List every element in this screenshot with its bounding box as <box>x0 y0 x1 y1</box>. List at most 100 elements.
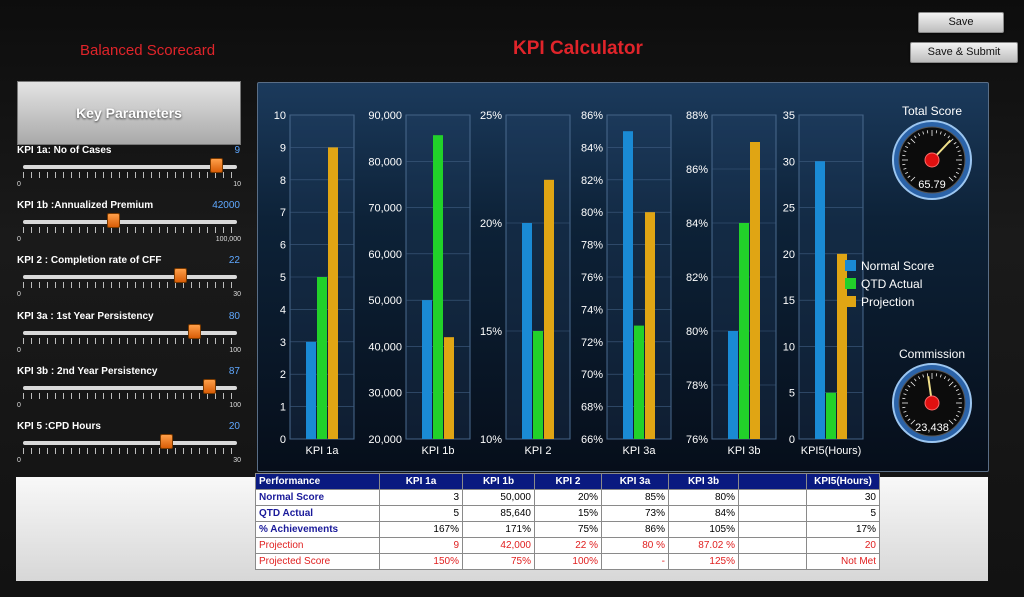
gauge-tick <box>955 146 959 149</box>
table-cell: 3 <box>379 489 463 506</box>
row-label: Projection <box>255 537 380 554</box>
slider-kpi-5[interactable]: KPI 3b : 2nd Year Persistency 87 0 100 <box>17 366 243 418</box>
slider-kpi-3[interactable]: KPI 2 : Completion rate of CFF 22 0 30 <box>17 255 243 307</box>
slider-thumb[interactable] <box>159 434 173 449</box>
slider-max: 100 <box>229 347 241 354</box>
save-submit-button[interactable]: Save & Submit <box>910 42 1018 63</box>
y-tick-label: 5 <box>789 388 795 400</box>
y-tick-label: 86% <box>686 164 708 176</box>
x-category-label: KPI 3a <box>622 445 656 457</box>
table-row: Normal Score 3 50,000 20% 85% 80% 30 <box>255 489 880 506</box>
table-cell: 17% <box>806 521 880 538</box>
y-tick-label: 76% <box>686 434 708 446</box>
bar-normal-score <box>306 341 316 439</box>
save-button[interactable]: Save <box>918 12 1004 33</box>
slider-thumb[interactable] <box>106 213 120 228</box>
table-cell: 80% <box>668 489 739 506</box>
y-tick-label: 7 <box>280 207 286 219</box>
bar-normal-score <box>815 161 825 439</box>
row-label: % Achievements <box>255 521 380 538</box>
slider-label: KPI 1b :Annualized Premium <box>17 200 154 211</box>
x-category-label: KPI 3b <box>727 445 760 457</box>
slider-min: 0 <box>17 236 21 243</box>
bar-qtd-actual <box>317 277 327 439</box>
x-category-label: KPI 1a <box>305 445 339 457</box>
slider-max: 30 <box>233 457 241 464</box>
bar-projection <box>544 179 554 440</box>
y-tick-label: 25% <box>480 110 502 122</box>
y-tick-label: 78% <box>581 240 603 252</box>
x-category-label: KPI 1b <box>421 445 454 457</box>
gauge-tick <box>953 142 957 145</box>
y-tick-label: 35 <box>783 110 795 122</box>
gauge-tick <box>957 150 961 153</box>
slider-track[interactable] <box>23 165 237 169</box>
slider-value: 42000 <box>212 200 240 211</box>
gauge-tick <box>948 176 954 182</box>
y-tick-label: 2 <box>280 369 286 381</box>
y-tick-label: 30 <box>783 156 795 168</box>
column-header: KPI5(Hours) <box>806 473 880 490</box>
y-tick-label: 84% <box>686 218 708 230</box>
performance-table: Performance KPI 1a KPI 1b KPI 2 KPI 3a KPI 3b… <box>255 473 880 570</box>
y-tick-label: 82% <box>686 272 708 284</box>
table-row: QTD Actual 5 85,640 15% 73% 84% 5 <box>255 505 880 522</box>
bar-normal-score <box>623 131 633 439</box>
gauge-tick <box>914 135 917 139</box>
gauge-value: 23,438 <box>915 422 949 434</box>
y-tick-label: 8 <box>280 175 286 187</box>
column-header: KPI 3b <box>668 473 739 490</box>
legend-swatch <box>845 296 856 307</box>
x-category-label: KPI5(Hours) <box>801 445 862 457</box>
table-row: Projection 9 42,000 22 % 80 % 87.02 % 20 <box>255 537 880 554</box>
slider-kpi-4[interactable]: KPI 3a : 1st Year Persistency 80 0 100 <box>17 311 243 363</box>
slider-thumb[interactable] <box>203 379 217 394</box>
slider-track[interactable] <box>23 331 237 335</box>
table-cell: 9 <box>379 537 463 554</box>
table-cell: 85% <box>601 489 669 506</box>
kpi-charts: 0 1 2 3 4 5 6 7 8 9 10 KPI 1a 20,000 30,000 40,000 50,0… <box>274 104 972 457</box>
gauge-tick <box>910 176 916 182</box>
table-cell: 15% <box>534 505 602 522</box>
legend-swatch <box>845 260 856 271</box>
slider-value: 87 <box>228 366 240 377</box>
slider-track[interactable] <box>23 386 237 390</box>
gauge-tick <box>948 381 954 387</box>
slider-thumb[interactable] <box>188 324 202 339</box>
gauge-tick <box>953 385 957 388</box>
slider-max: 10 <box>233 181 241 188</box>
y-tick-label: 60,000 <box>368 249 402 261</box>
bar-qtd-actual <box>533 331 543 439</box>
bar-projection <box>328 147 338 439</box>
slider-value: 80 <box>228 311 240 322</box>
slider-ticks <box>23 448 237 454</box>
slider-track[interactable] <box>23 220 237 224</box>
y-tick-label: 66% <box>581 434 603 446</box>
table-cell: 125% <box>668 553 739 570</box>
y-tick-label: 84% <box>581 142 603 154</box>
gauge-tick <box>947 378 950 382</box>
slider-kpi-6[interactable]: KPI 5 :CPD Hours 20 0 30 <box>17 421 243 473</box>
gauge-tick <box>910 381 916 387</box>
slider-ticks <box>23 227 237 233</box>
slider-kpi-2[interactable]: KPI 1b :Annualized Premium 42000 0 100,000 <box>17 200 243 252</box>
gauge-tick <box>907 418 911 421</box>
gauge-tick <box>955 171 959 174</box>
column-header: KPI 1b <box>462 473 535 490</box>
slider-track[interactable] <box>23 441 237 445</box>
table-row: % Achievements 167% 171% 75% 86% 105% 17% <box>255 521 880 538</box>
gauge-title: Total Score <box>902 104 962 118</box>
slider-kpi-1[interactable]: KPI 1a: No of Cases 9 0 10 <box>17 145 243 197</box>
plot-area <box>798 114 864 440</box>
table-cell: 167% <box>379 521 463 538</box>
slider-thumb[interactable] <box>209 158 223 173</box>
slider-track[interactable] <box>23 275 237 279</box>
slider-thumb[interactable] <box>173 268 187 283</box>
y-tick-label: 20,000 <box>368 434 402 446</box>
bar-projection <box>444 337 454 439</box>
gauge-tick <box>955 389 959 392</box>
column-header: KPI 2 <box>534 473 602 490</box>
y-tick-label: 3 <box>280 337 286 349</box>
y-tick-label: 30,000 <box>368 388 402 400</box>
page-title: KPI Calculator <box>513 38 643 59</box>
